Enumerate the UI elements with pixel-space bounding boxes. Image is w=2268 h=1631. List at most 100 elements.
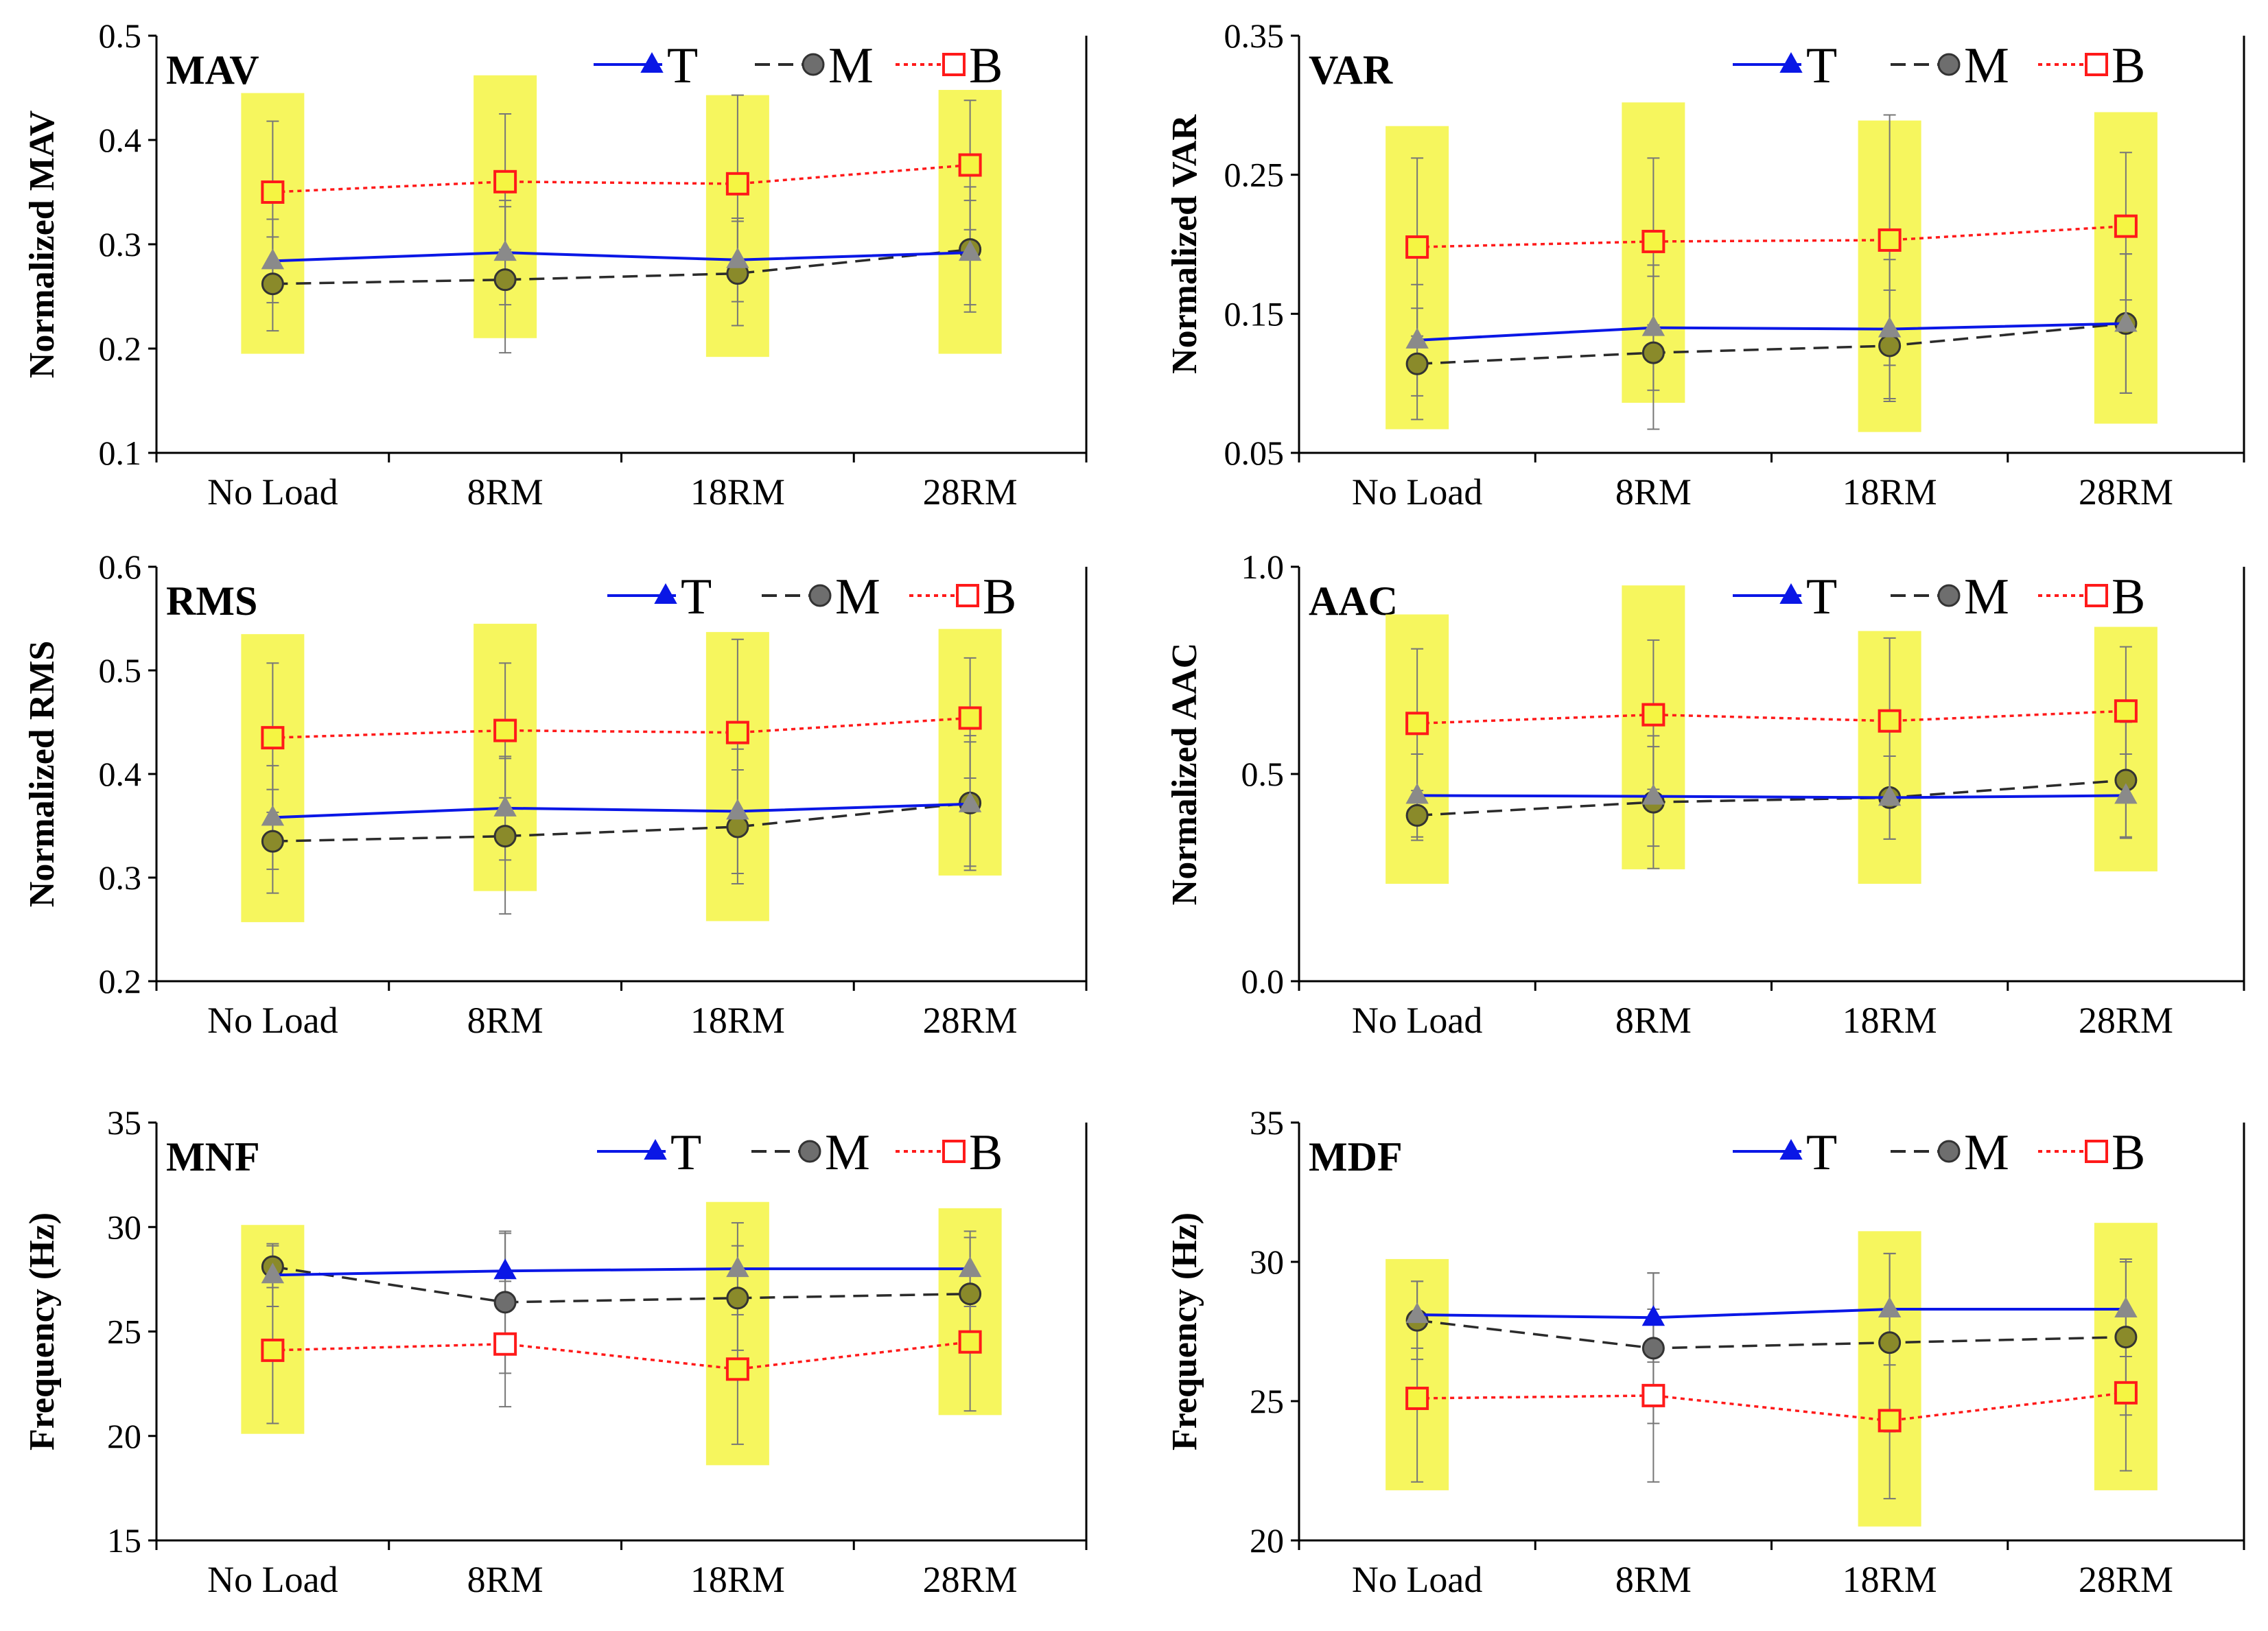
legend-label: T [1806, 1125, 1837, 1181]
series-M-marker [808, 584, 832, 607]
x-category-label: 18RM [1843, 471, 1937, 513]
y-tick-label: 0.5 [99, 651, 142, 690]
y-axis-title: Frequency (Hz) [1165, 1212, 1204, 1451]
series-M-marker [1937, 584, 1961, 607]
series-M-marker [1878, 334, 1902, 357]
series-T-line [272, 1267, 970, 1277]
series-M-marker [726, 815, 749, 838]
panel-aac: 0.0 0.5 1.0 No Load 8RM 18RM 28RM Normalized AA… [1165, 548, 2245, 1041]
series-B-marker [2085, 53, 2108, 76]
legend-label: M [1964, 1125, 2009, 1181]
y-tick-label: 0.25 [1224, 156, 1285, 194]
series-B-marker [1641, 229, 1665, 253]
series-M-marker [493, 825, 517, 848]
series-B-marker [2114, 699, 2138, 723]
series-M-line [1416, 1319, 2126, 1350]
series-B-marker [493, 1332, 517, 1356]
series-T-marker [1641, 315, 1665, 336]
series-B-marker [493, 718, 517, 742]
series-B-marker [942, 53, 966, 76]
legend-item-B: B [2038, 569, 2145, 625]
series-B-marker [1641, 1383, 1665, 1407]
panel-rms: 0.2 0.3 0.4 0.5 0.6 No Load 8RM 18RM 28RM Normali… [23, 548, 1088, 1041]
legend-label: M [825, 1125, 870, 1181]
series-T-marker [1405, 783, 1429, 804]
series-B-line [1417, 709, 2126, 725]
x-category-label: No Load [1352, 1559, 1482, 1600]
legend-label: M [828, 38, 874, 94]
y-axis-title: Normalized VAR [1165, 114, 1204, 374]
x-category-label: 8RM [467, 471, 543, 513]
series-T-line [1417, 322, 2126, 342]
legend-item-B: B [896, 1125, 1003, 1181]
y-tick-label: 1.0 [1241, 548, 1285, 586]
legend-item-M: M [762, 569, 880, 625]
series-T-marker [261, 1263, 285, 1284]
series-T-marker [261, 805, 285, 826]
series-B-marker [942, 1140, 966, 1163]
y-tick-label: 0.35 [1224, 16, 1285, 55]
legend-label: B [983, 569, 1016, 625]
series-B-marker [958, 1330, 982, 1354]
legend-item-M: M [755, 38, 874, 94]
x-category-label: No Load [207, 1559, 338, 1600]
legend-item-B: B [2038, 1125, 2145, 1181]
y-tick-label: 0.6 [99, 548, 142, 586]
legend-item-T: T [1733, 569, 1837, 625]
y-tick-label: 35 [107, 1103, 141, 1142]
series-T-marker [726, 799, 749, 820]
panel-title: RMS [166, 578, 257, 624]
legend-item-M: M [1891, 569, 2009, 625]
y-tick-label: 35 [1250, 1103, 1284, 1142]
y-tick-label: 25 [107, 1313, 141, 1351]
series-M-marker [1937, 53, 1961, 76]
series-T-marker [1405, 327, 1429, 349]
x-category-label: 8RM [1615, 1559, 1692, 1600]
y-axis-title: Normalized AAC [1165, 643, 1204, 906]
y-tick-label: 0.3 [99, 225, 142, 263]
series-M-marker [1878, 1331, 1902, 1354]
y-tick-label: 25 [1250, 1382, 1284, 1420]
series-T-marker [958, 240, 982, 261]
x-category-label: 8RM [467, 1559, 543, 1600]
x-category-label: 18RM [1843, 1559, 1937, 1600]
y-tick-label: 30 [1250, 1243, 1284, 1281]
series-M-marker [493, 268, 517, 292]
series-B-line [1417, 1392, 2127, 1422]
series-M-line [272, 1265, 970, 1304]
series-M-marker [261, 830, 284, 853]
series-M-marker [1405, 803, 1429, 827]
y-tick-label: 0.3 [99, 858, 142, 897]
series-B-marker [261, 726, 285, 750]
series-B-marker [725, 172, 749, 196]
legend-item-T: T [1733, 38, 1837, 94]
panel-mnf: 15 20 25 30 35 No Load 8RM 18RM 28RM Frequency (H… [23, 1103, 1088, 1600]
series-T-marker [1405, 1302, 1429, 1324]
legend-item-M: M [751, 1125, 870, 1181]
series-B-line [1417, 224, 2126, 248]
series-T-marker [2114, 1296, 2138, 1318]
series-B-marker [1405, 235, 1429, 259]
series-B-marker [261, 180, 285, 204]
series-B-marker [2114, 1381, 2138, 1405]
series-M-marker [261, 272, 284, 296]
x-category-label: 28RM [2079, 1000, 2173, 1041]
legend-label: T [1806, 38, 1837, 94]
y-tick-label: 0.4 [99, 755, 142, 793]
series-B-marker [1878, 1409, 1902, 1433]
y-tick-label: 0.5 [1241, 755, 1285, 793]
series-M-marker [493, 1291, 517, 1314]
x-category-label: 18RM [1843, 1000, 1937, 1041]
series-M-marker [1641, 341, 1665, 364]
x-category-label: No Load [1352, 471, 1482, 513]
legend-label: B [969, 1125, 1003, 1181]
series-M-marker [1641, 1337, 1665, 1360]
x-category-label: No Load [207, 471, 338, 513]
y-axis-title: Frequency (Hz) [23, 1212, 62, 1451]
series-M-marker [2114, 1326, 2138, 1349]
legend-label: T [670, 1125, 701, 1181]
y-tick-label: 15 [107, 1521, 141, 1560]
series-M-marker [959, 1282, 982, 1306]
x-category-label: No Load [207, 1000, 338, 1041]
series-T-marker [493, 795, 517, 817]
